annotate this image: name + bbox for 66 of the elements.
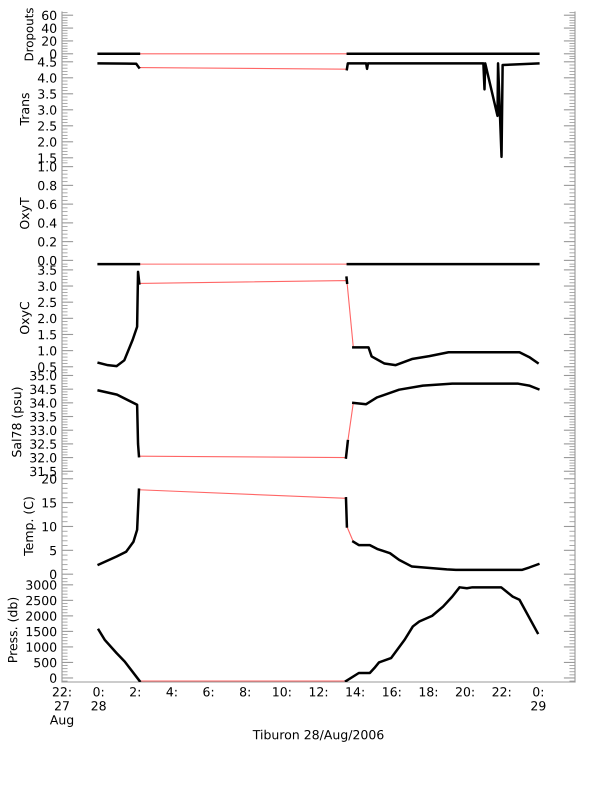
y-tick-label: 0.4 bbox=[38, 218, 56, 228]
y-tick-label: 33.0 bbox=[30, 426, 56, 436]
y-axis-title: Sal78 (psu) bbox=[12, 388, 24, 457]
y-tick-label: 4.5 bbox=[38, 57, 56, 67]
x-tick-label: 22: 27 Aug bbox=[50, 687, 74, 727]
y-tick-label: 2000 bbox=[26, 611, 56, 621]
y-tick-label: 1.0 bbox=[38, 346, 56, 356]
y-tick-label: 33.5 bbox=[30, 412, 56, 422]
y-axis-title: Press. (db) bbox=[8, 598, 19, 662]
y-tick-label: 10 bbox=[42, 522, 56, 532]
y-tick-label: 2.5 bbox=[38, 298, 56, 308]
y-tick-label: 31.5 bbox=[30, 466, 56, 476]
x-tick-label: 6: bbox=[203, 687, 214, 697]
x-tick-label: 0: 29 bbox=[531, 687, 546, 711]
y-tick-label: 2.0 bbox=[38, 137, 56, 147]
y-tick-label: 3000 bbox=[26, 580, 56, 590]
y-tick-label: 34.0 bbox=[30, 398, 56, 408]
y-tick-label: 0.0 bbox=[38, 256, 56, 266]
line-series bbox=[138, 402, 354, 458]
y-tick-label: 32.0 bbox=[30, 453, 56, 463]
x-tick-label: 20: bbox=[456, 687, 474, 697]
y-tick-label: 1000 bbox=[26, 642, 56, 652]
y-tick-label: 2500 bbox=[26, 596, 56, 606]
y-tick-label: 1.0 bbox=[38, 162, 56, 172]
x-axis-title: Tiburon 28/Aug/2006 bbox=[252, 730, 384, 742]
y-axis-title: Dropouts bbox=[24, 8, 36, 60]
y-tick-label: 60 bbox=[42, 10, 56, 20]
y-tick-label: 3.5 bbox=[38, 89, 56, 99]
y-tick-label: 1.5 bbox=[38, 330, 56, 340]
x-tick-label: 12: bbox=[310, 687, 328, 696]
y-tick-label: 3.5 bbox=[38, 265, 56, 275]
y-tick-label: 0.6 bbox=[38, 200, 56, 210]
y-tick-label: 2.0 bbox=[38, 314, 56, 324]
y-tick-label: 40 bbox=[42, 24, 56, 33]
line-series bbox=[138, 280, 354, 348]
y-tick-label: 20 bbox=[42, 36, 56, 46]
y-axis-title: OxyC bbox=[20, 302, 32, 334]
y-axis-title: Trans bbox=[20, 93, 30, 126]
y-tick-label: 3.0 bbox=[38, 281, 56, 291]
x-tick-label: 2: bbox=[130, 687, 140, 696]
x-tick-label: 22: bbox=[492, 687, 510, 696]
y-tick-label: 0 bbox=[50, 673, 56, 683]
y-axis-title: OxyT bbox=[20, 197, 32, 229]
x-tick-label: 10: bbox=[273, 687, 290, 697]
y-tick-label: 0.8 bbox=[38, 180, 56, 190]
x-tick-label: 16: bbox=[383, 687, 400, 697]
y-tick-label: 1500 bbox=[26, 626, 56, 636]
x-tick-label: 8: bbox=[240, 687, 250, 697]
y-tick-label: 3.0 bbox=[38, 105, 56, 115]
y-tick-label: 2.5 bbox=[38, 121, 56, 131]
y-axis-title: Temp. (C) bbox=[24, 497, 36, 556]
y-tick-label: 4.0 bbox=[38, 73, 56, 83]
y-tick-label: 34.5 bbox=[30, 384, 56, 394]
x-tick-label: 4: bbox=[166, 687, 177, 696]
y-tick-label: 0.5 bbox=[38, 362, 56, 372]
y-tick-label: 35.0 bbox=[30, 370, 56, 380]
y-tick-label: 500 bbox=[34, 658, 56, 668]
y-tick-label: 0.2 bbox=[38, 237, 56, 247]
y-tick-label: 15 bbox=[42, 498, 56, 508]
y-tick-label: 5 bbox=[50, 546, 56, 556]
y-tick-label: 32.5 bbox=[30, 439, 56, 449]
y-tick-label: 1.5 bbox=[38, 153, 56, 163]
x-tick-label: 18: bbox=[420, 687, 438, 697]
x-tick-label: 14: bbox=[346, 687, 364, 696]
y-tick-label: 0 bbox=[50, 570, 56, 580]
x-tick-label: 0: 28 bbox=[92, 687, 106, 711]
